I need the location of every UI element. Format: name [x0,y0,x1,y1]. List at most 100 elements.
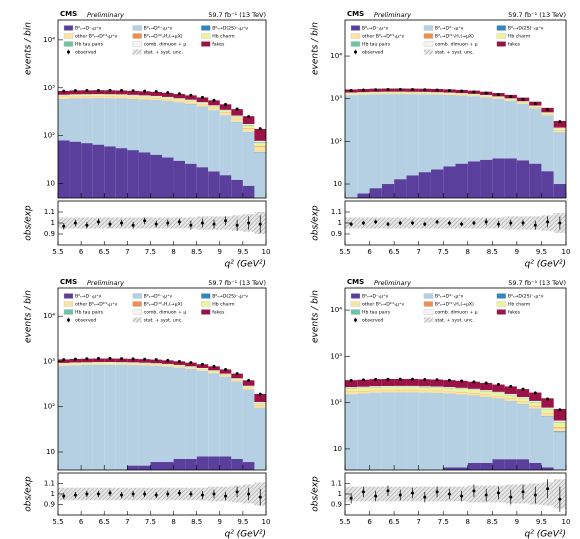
hist-bar [254,143,266,147]
hist-bar [219,104,232,110]
hist-bar [162,101,174,158]
hist-bar [504,99,517,101]
legend-swatch [201,301,211,307]
ratio-point [189,492,193,496]
ratio-point [411,491,415,495]
hist-bar [219,109,232,111]
hist-bar [516,459,530,470]
hist-bar [58,470,70,484]
hist-bar [553,420,566,423]
x-tick-label: 9.5 [237,248,248,256]
legend-label: B⁰ₛ→D⁽*⁾ₛH꜀(→μX) [144,34,183,40]
observed-point [496,93,500,97]
hist-bar [150,462,162,470]
hist-bar [492,98,505,159]
hist-bar [370,470,382,481]
observed-point [96,88,100,92]
hist-bar [455,163,468,198]
hist-bar [443,391,456,394]
hist-bar [381,94,395,185]
hist-bar [369,392,382,470]
hist-bar [529,408,542,463]
observed-point [73,89,77,93]
legend-swatch [132,309,142,315]
hist-bar [443,393,456,468]
hist-bar [138,99,151,153]
legend-swatch [496,309,507,315]
hist-bar [104,364,116,470]
hist-bar [127,363,139,366]
observed-point [447,88,451,92]
hist-bar [104,94,116,97]
hist-bar [529,107,542,109]
x-axis-label: q² (GeV²) [225,530,266,539]
ratio-point [85,223,89,227]
hist-bar [455,93,468,95]
hist-bar [196,102,209,103]
legend-swatch [423,33,434,39]
legend-label: B⁰ₛ→D(2S)⁻ₛμ⁺ν [508,26,544,32]
hist-bar [406,385,419,387]
hist-bar [480,382,493,391]
hist-bar [516,389,530,398]
hist-bar [104,146,116,198]
legend-swatch [63,293,74,299]
hist-bar [418,390,431,393]
hist-bar [150,363,162,365]
legend-swatch [423,293,434,299]
hist-bar [231,381,243,460]
hist-bar [115,148,128,198]
legend-unc-swatch [132,317,142,323]
hist-bar [381,379,395,386]
hist-bar [254,403,266,406]
observed-point [131,89,135,93]
legend-swatch [496,25,507,31]
hist-bar [196,364,209,368]
legend-swatch [132,25,142,31]
hist-bar [369,93,382,95]
hist-bar [492,459,505,470]
x-tick-label: 6 [79,518,84,526]
hist-bar [208,105,220,106]
ratio-point [166,492,170,496]
hist-bar [467,389,481,393]
ratio-point [386,489,390,493]
hist-bar [185,95,197,100]
observed-point [108,88,112,92]
hist-bar [162,365,174,367]
hist-bar [504,98,517,100]
hist-bar [357,393,370,470]
hist-bar [173,365,186,367]
hist-bar [467,393,481,396]
ratio-point [374,494,378,498]
hist-bar [115,364,128,470]
hist-bar [492,393,505,397]
legend-swatch [423,301,434,307]
hist-bar [394,387,407,391]
hist-bar [231,378,243,380]
legend-swatch [201,25,211,31]
ratio-y-axis-label: obs/exp [24,205,34,241]
ratio-area [345,479,566,512]
hist-bar [529,108,542,164]
observed-point [546,397,550,401]
observed-point [496,382,500,386]
hist-bar [127,365,139,466]
hist-bar [208,108,220,111]
observed-point [212,98,216,102]
hist-bar [242,124,255,126]
hist-bar [138,97,151,100]
legend-swatch [423,309,434,315]
observed-point [189,93,193,97]
hist-bar [242,380,255,386]
ratio-point [62,494,66,498]
observed-point [411,88,415,92]
hist-bar [394,378,407,386]
hist-bar [553,422,566,423]
hist-bar [58,96,70,100]
legend-label: B⁰ₛ→D⁽*⁾ₛH꜀(→μX) [435,34,474,40]
hist-bar [92,144,105,198]
hist-bar [541,467,554,470]
hist-bar [138,91,151,96]
hist-bar [492,384,505,392]
